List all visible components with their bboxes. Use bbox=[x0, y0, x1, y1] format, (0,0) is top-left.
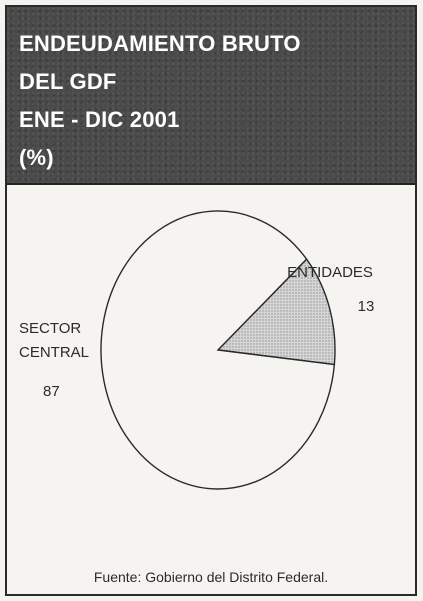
title-line-2: DEL GDF bbox=[19, 69, 117, 94]
pie-chart: ENTIDADES 13 SECTOR CENTRAL 87 bbox=[19, 210, 375, 490]
chart-header: ENDEUDAMIENTO BRUTO DEL GDF ENE - DIC 20… bbox=[7, 7, 415, 185]
slice-label-sector-line1: SECTOR bbox=[19, 320, 81, 337]
slice-label-sector-line2: CENTRAL bbox=[19, 344, 89, 361]
pie-slice-entidades bbox=[216, 258, 336, 366]
slice-value-entidades: 13 bbox=[358, 298, 375, 315]
slice-label-entidades: ENTIDADES bbox=[287, 264, 373, 281]
source-note: Fuente: Gobierno del Distrito Federal. bbox=[93, 569, 329, 585]
title-line-1: ENDEUDAMIENTO BRUTO bbox=[19, 31, 301, 56]
slice-value-sector: 87 bbox=[43, 383, 60, 400]
title-line-3: ENE - DIC 2001 bbox=[19, 107, 180, 132]
chart-frame: ENDEUDAMIENTO BRUTO DEL GDF ENE - DIC 20… bbox=[5, 5, 417, 596]
title-line-4: (%) bbox=[19, 145, 54, 170]
pie-slice-sector-central bbox=[100, 210, 336, 490]
